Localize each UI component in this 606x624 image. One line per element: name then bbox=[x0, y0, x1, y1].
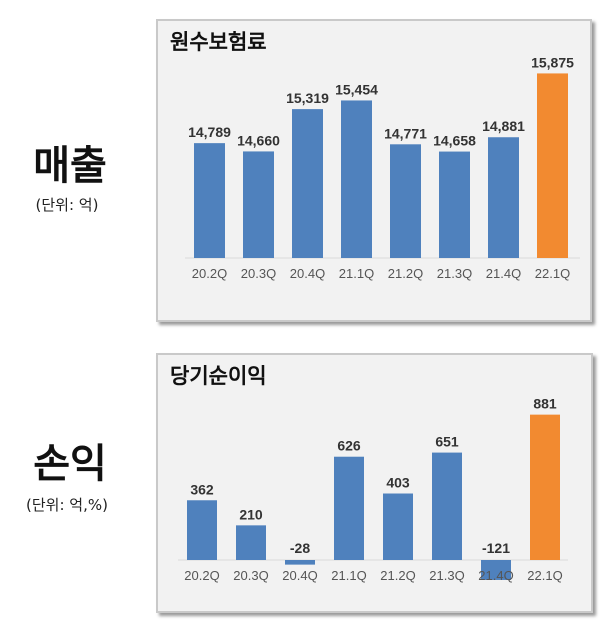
net-income-bar bbox=[530, 414, 560, 560]
sales-section-title: 매출 bbox=[33, 143, 107, 189]
net-income-data-label: 403 bbox=[386, 475, 410, 491]
net-income-x-tick-label: 21.3Q bbox=[429, 568, 464, 583]
premium-chart-title: 원수보험료 bbox=[170, 30, 267, 54]
premium-x-tick-label: 20.2Q bbox=[192, 266, 227, 281]
premium-x-tick-label: 21.2Q bbox=[388, 266, 423, 281]
sales-unit-label: (단위: 억) bbox=[35, 196, 99, 214]
premium-bar bbox=[537, 73, 568, 258]
premium-bar bbox=[243, 151, 274, 258]
premium-bar bbox=[439, 151, 470, 258]
net-income-bar bbox=[187, 500, 217, 560]
net-income-data-label: 651 bbox=[435, 434, 459, 450]
net-income-x-tick-label: 20.2Q bbox=[184, 568, 219, 583]
net-income-x-tick-label: 20.3Q bbox=[233, 568, 268, 583]
net-income-x-tick-label: 21.2Q bbox=[380, 568, 415, 583]
net-income-bar bbox=[334, 456, 364, 560]
premium-x-tick-label: 22.1Q bbox=[535, 266, 570, 281]
net-income-x-tick-label: 21.4Q bbox=[478, 568, 513, 583]
net-income-data-label: 362 bbox=[190, 481, 214, 497]
net-income-bar bbox=[481, 560, 511, 580]
net-income-bar bbox=[285, 560, 315, 565]
net-income-chart-panel: 당기순이익 bbox=[156, 353, 593, 613]
premium-data-label: 14,881 bbox=[482, 118, 525, 134]
premium-data-label: 15,319 bbox=[286, 90, 329, 106]
premium-data-label: 14,660 bbox=[237, 132, 280, 148]
net-income-data-label: 881 bbox=[533, 396, 557, 412]
premium-data-label: 14,789 bbox=[188, 124, 231, 140]
profit-unit-label: (단위: 억,%) bbox=[26, 496, 108, 514]
net-income-data-label: 626 bbox=[337, 438, 361, 454]
net-income-bar bbox=[236, 525, 266, 560]
premium-x-tick-label: 20.4Q bbox=[290, 266, 325, 281]
premium-bar bbox=[488, 137, 519, 258]
net-income-bar bbox=[383, 493, 413, 560]
premium-bar bbox=[390, 144, 421, 258]
net-income-bar bbox=[432, 452, 462, 560]
net-income-data-label: 210 bbox=[239, 506, 263, 522]
premium-data-label: 14,658 bbox=[433, 133, 476, 149]
premium-chart-panel: 원수보험료 bbox=[156, 19, 592, 322]
premium-x-tick-label: 21.3Q bbox=[437, 266, 472, 281]
net-income-x-tick-label: 20.4Q bbox=[282, 568, 317, 583]
premium-bar bbox=[194, 143, 225, 258]
premium-x-tick-label: 21.1Q bbox=[339, 266, 374, 281]
premium-data-label: 15,875 bbox=[531, 54, 574, 70]
net-income-data-label: -121 bbox=[482, 540, 510, 556]
net-income-x-tick-label: 21.1Q bbox=[331, 568, 366, 583]
net-income-x-tick-label: 22.1Q bbox=[527, 568, 562, 583]
premium-bar bbox=[292, 109, 323, 258]
premium-data-label: 14,771 bbox=[384, 125, 427, 141]
net-income-data-label: -28 bbox=[290, 540, 310, 556]
net-income-chart-title: 당기순이익 bbox=[170, 364, 267, 388]
profit-section-title: 손익 bbox=[33, 441, 107, 487]
premium-x-tick-label: 20.3Q bbox=[241, 266, 276, 281]
premium-x-tick-label: 21.4Q bbox=[486, 266, 521, 281]
premium-bar bbox=[341, 100, 372, 258]
premium-data-label: 15,454 bbox=[335, 81, 378, 97]
